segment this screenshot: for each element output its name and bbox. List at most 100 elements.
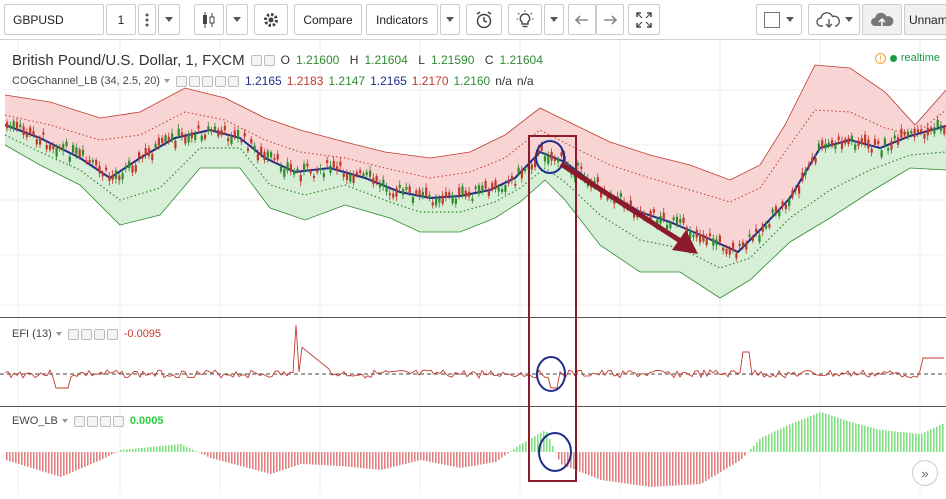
close-icon[interactable] [107, 329, 118, 340]
settings-icon[interactable] [87, 416, 98, 427]
ideas-button[interactable] [508, 4, 542, 35]
legend-buttons[interactable] [74, 416, 124, 427]
layout-name-button[interactable]: Unnam [904, 4, 946, 35]
chart-type-button[interactable] [194, 4, 224, 35]
ewo-bar [66, 452, 68, 474]
ewo-bar [114, 452, 116, 453]
candle-body [372, 178, 374, 184]
candle-body [521, 170, 523, 179]
indicators-button[interactable]: Indicators [366, 4, 438, 35]
interval-dropdown-button[interactable] [158, 4, 180, 35]
add-icon[interactable] [215, 76, 226, 87]
candle-body [379, 184, 381, 187]
candle-body [458, 188, 460, 196]
settings-icon[interactable] [81, 329, 92, 340]
add-icon[interactable] [100, 416, 111, 427]
legend-buttons[interactable] [251, 55, 275, 66]
ewo-bar [588, 452, 590, 475]
ewo-bar [240, 452, 242, 466]
candle-body [56, 148, 58, 156]
ideas-dropdown-button[interactable] [544, 4, 564, 35]
cog-value: 1.2165 [370, 74, 407, 88]
candle-body [824, 144, 826, 149]
indicators-dropdown-button[interactable] [440, 4, 460, 35]
settings-icon[interactable] [189, 76, 200, 87]
settings-button[interactable] [254, 4, 288, 35]
ewo-bar [930, 429, 932, 452]
interval-more-icon[interactable] [138, 4, 156, 35]
ewo-bar [6, 452, 8, 460]
legend-buttons[interactable] [176, 76, 239, 87]
ewo-bar [375, 452, 377, 470]
ewo-bar [252, 452, 254, 469]
candle-body [118, 175, 120, 180]
candle-body [122, 173, 124, 179]
cloud-load-button[interactable] [808, 4, 860, 35]
candle-body [263, 152, 265, 160]
ewo-bar [174, 445, 176, 452]
chevron-down-icon[interactable] [56, 332, 62, 336]
candle-body [805, 170, 807, 174]
candle-body [191, 132, 193, 138]
ewo-bar [609, 452, 611, 481]
fullscreen-button[interactable] [628, 4, 660, 35]
add-icon[interactable] [94, 329, 105, 340]
hide-icon[interactable] [176, 76, 187, 87]
chart-type-dropdown-button[interactable] [226, 4, 248, 35]
source-icon[interactable] [202, 76, 213, 87]
ewo-legend: EWO_LB 0.0005 [12, 415, 164, 427]
ewo-bar [555, 452, 557, 453]
hide-icon[interactable] [68, 329, 79, 340]
candle-body [861, 138, 863, 144]
candle-body [448, 192, 450, 195]
chevron-down-icon[interactable] [164, 79, 170, 83]
ewo-bar [771, 433, 773, 452]
candle-body [597, 177, 599, 182]
candle-body [85, 160, 87, 162]
hide-icon[interactable] [74, 416, 85, 427]
candle-body [709, 233, 711, 236]
settings-icon[interactable] [264, 55, 275, 66]
ewo-bar [816, 414, 818, 452]
chevron-down-icon[interactable] [62, 419, 68, 423]
candle-body [461, 186, 463, 193]
cloud-save-button[interactable] [862, 4, 902, 35]
square-icon [764, 12, 780, 28]
candle-body [415, 191, 417, 194]
symbol-search-input[interactable]: GBPUSD [4, 4, 104, 35]
ewo-bar [543, 431, 545, 452]
compare-button[interactable]: Compare [294, 4, 362, 35]
ewo-bar [657, 452, 659, 487]
color-theme-button[interactable] [756, 4, 802, 35]
close-icon[interactable] [228, 76, 239, 87]
ewo-bar [750, 449, 752, 452]
ewo-bar [813, 415, 815, 452]
candle-body [455, 199, 457, 205]
alert-button[interactable] [466, 4, 502, 35]
legend-buttons[interactable] [68, 329, 118, 340]
redo-button[interactable] [596, 4, 624, 35]
close-icon[interactable] [113, 416, 124, 427]
ewo-bar [651, 452, 653, 487]
candle-body [23, 126, 25, 135]
hide-icon[interactable] [251, 55, 262, 66]
interval-button[interactable]: 1 [106, 4, 136, 35]
ewo-bar [243, 452, 245, 467]
undo-button[interactable] [568, 4, 596, 35]
ewo-bar [858, 424, 860, 452]
scroll-to-realtime-button[interactable]: » [912, 460, 938, 486]
ewo-bar [255, 452, 257, 470]
ewo-bar [387, 452, 389, 468]
ewo-bar [12, 452, 14, 462]
candle-body [917, 129, 919, 132]
ewo-bar [732, 452, 734, 465]
ewo-bar [441, 452, 443, 464]
ewo-bar [96, 452, 98, 462]
ewo-bar [825, 414, 827, 452]
candle-body [316, 170, 318, 173]
candle-body [376, 176, 378, 181]
ewo-bar [846, 421, 848, 452]
top-toolbar: GBPUSD 1 Compare Indicators [0, 0, 946, 40]
